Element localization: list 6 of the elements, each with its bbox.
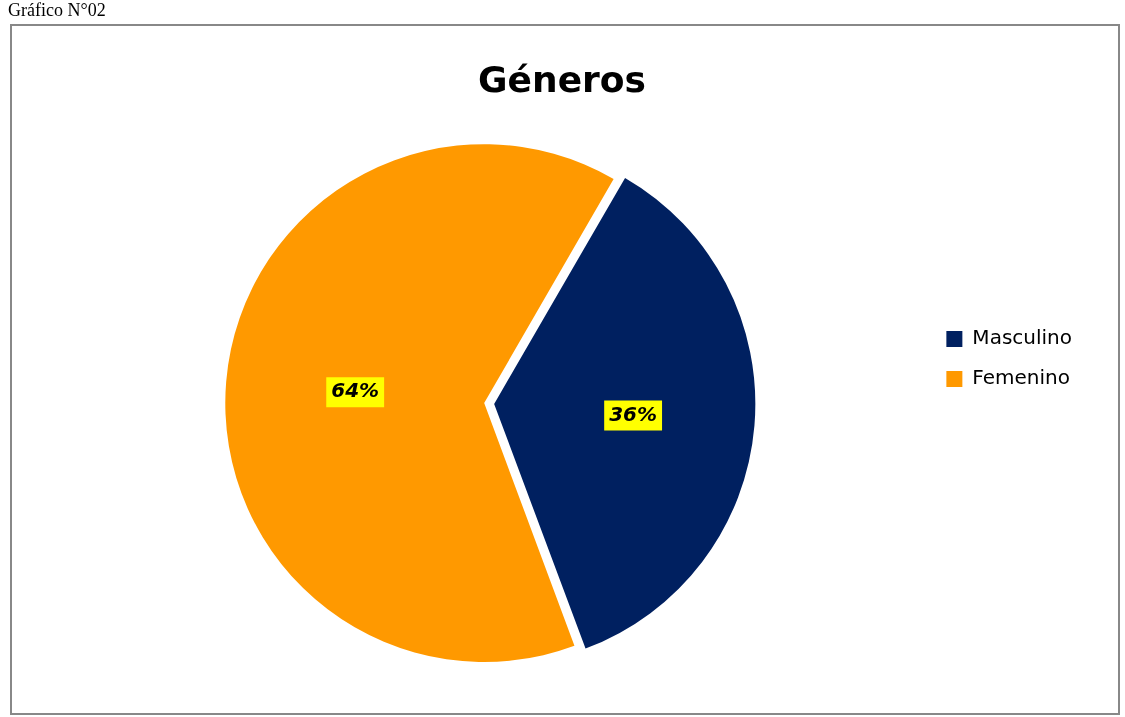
data-label: 36% bbox=[609, 401, 658, 426]
text: Gráfico N°02 bbox=[8, 0, 106, 20]
legend-label: Masculino bbox=[972, 325, 1073, 350]
legend-label: Femenino bbox=[972, 365, 1071, 390]
data-label: 64% bbox=[331, 378, 380, 403]
chart-title: Géneros bbox=[478, 58, 646, 100]
